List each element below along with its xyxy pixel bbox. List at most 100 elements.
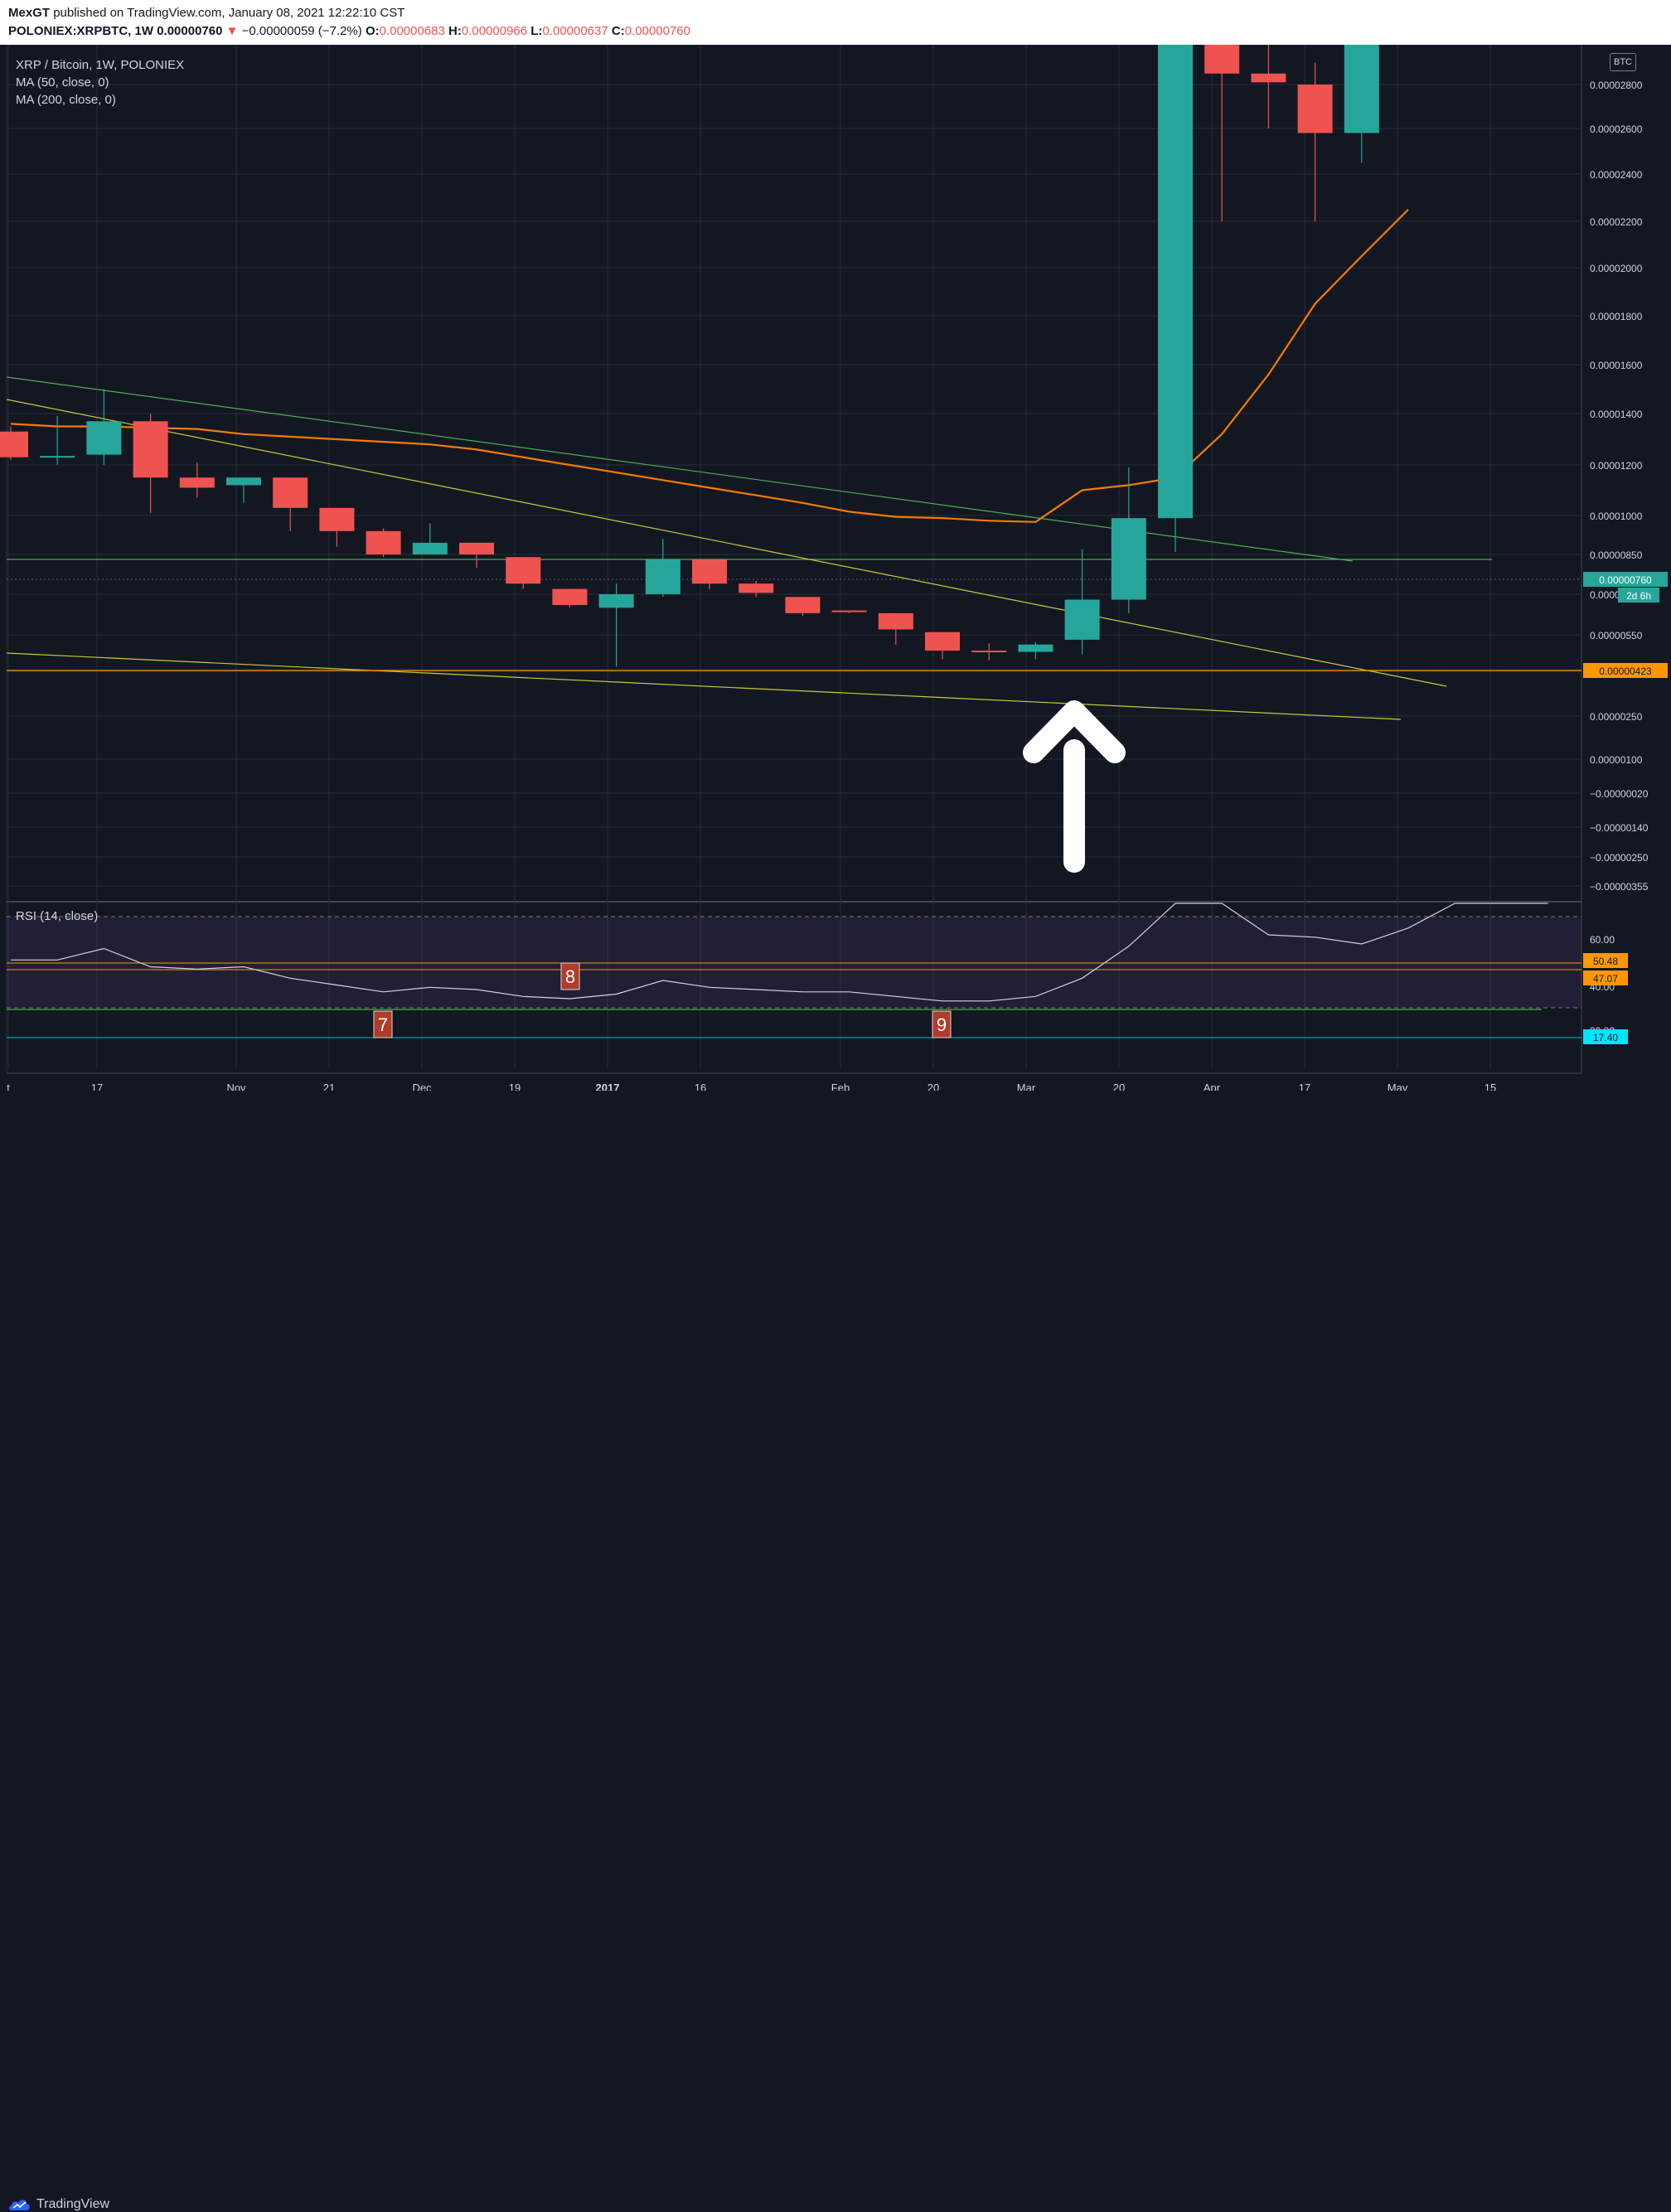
candle-down [739, 583, 774, 593]
candle-up [598, 594, 634, 608]
x-tick-label: 17 [91, 1082, 103, 1091]
y-tick-label: 0.00002800 [1590, 80, 1643, 91]
y-tick-label: 0.00001200 [1590, 460, 1643, 472]
candle-down [273, 477, 308, 508]
tradingview-logo[interactable]: TradingView [8, 2197, 109, 2212]
x-tick-label: 15 [1485, 1082, 1496, 1091]
rsi-band [7, 917, 1581, 1008]
candle-down [459, 542, 494, 554]
x-tick-label: t [7, 1082, 10, 1091]
candle-up [1111, 518, 1146, 600]
x-tick-label: Apr [1204, 1082, 1221, 1091]
candle-up [645, 559, 681, 594]
sequential-count-marker-bg [560, 962, 580, 990]
tradingview-cloud-icon [9, 2200, 30, 2210]
legend-ma50[interactable]: MA (50, close, 0) [16, 75, 109, 90]
candle-up [226, 477, 261, 486]
rsi-y-tick-label: 60.00 [1590, 934, 1615, 946]
countdown-tag-bg [1618, 588, 1659, 603]
rsi-tag-cyan-bg [1583, 1029, 1628, 1044]
last-price-tag-bg [1583, 572, 1668, 587]
footer-brand: TradingView [36, 2197, 110, 2211]
x-tick-label: Feb [831, 1082, 850, 1091]
y-tick-label: 0.00000850 [1590, 549, 1643, 561]
published-text: published on TradingView.com, January 08… [53, 6, 405, 20]
candle-up [1064, 599, 1100, 640]
y-tick-label: 0.00001800 [1590, 311, 1643, 322]
sequential-count-marker-bg [373, 1010, 393, 1038]
last-price-tag: 0.00000760 [1599, 574, 1652, 586]
low-value: 0.00000637 [542, 24, 608, 38]
support-price-tag-bg [1583, 663, 1668, 678]
support-price-tag: 0.00000423 [1599, 666, 1652, 677]
candle-down [506, 557, 541, 584]
x-tick-label: Mar [1017, 1082, 1036, 1091]
x-tick-label: 17 [1299, 1082, 1310, 1091]
y-tick-label: −0.00000020 [1590, 788, 1649, 800]
high-label: H: [448, 24, 462, 38]
close-label: C: [611, 24, 625, 38]
candle-down [1204, 45, 1240, 74]
footer: TradingView [0, 1091, 1671, 2211]
candle-down [878, 612, 913, 630]
candle-down [831, 610, 867, 612]
y-tick-label: 0.00001600 [1590, 360, 1643, 371]
countdown-tag: 2d 6h [1626, 590, 1651, 602]
x-tick-label: 21 [323, 1082, 335, 1091]
x-tick-label: Dec [412, 1082, 432, 1091]
open-label: O: [365, 24, 380, 38]
high-value: 0.00000966 [461, 24, 528, 38]
candle-down [1297, 85, 1333, 133]
price-chart[interactable]: 0.00002800 0.00002600 0.00002400 0.00002200… [0, 45, 1671, 1091]
y-tick-label: −0.00000250 [1590, 852, 1649, 864]
x-tick-label: May [1388, 1082, 1408, 1091]
candle-down [971, 651, 1007, 653]
candle-down [319, 507, 355, 531]
candle-up [1344, 45, 1379, 133]
x-tick-label: 20 [1113, 1082, 1125, 1091]
rsi-tag-upper-bg [1583, 953, 1628, 968]
chart-legend: XRP / Bitcoin, 1W, POLONIEX MA (50, clos… [16, 56, 184, 109]
candle-down [179, 477, 215, 488]
candle-down [692, 559, 727, 584]
y-tick-label: 0.00000550 [1590, 630, 1643, 641]
candle-down [552, 588, 588, 606]
rsi-legend[interactable]: RSI (14, close) [16, 909, 99, 923]
rsi-tag-lower: 47.07 [1593, 973, 1618, 985]
sequential-count-marker: 9 [937, 1014, 947, 1035]
low-label: L: [530, 24, 543, 38]
x-tick-label: 20 [928, 1082, 939, 1091]
y-tick-label: 0.00002400 [1590, 169, 1643, 181]
long-trendline-yellow [6, 652, 1402, 720]
x-tick-label: Nov [226, 1082, 246, 1091]
last-price: 0.00000760 [157, 24, 223, 38]
candle-down [366, 530, 401, 554]
rsi-tag-upper: 50.48 [1593, 956, 1618, 967]
currency-badge[interactable]: BTC [1610, 53, 1636, 71]
x-tick-label: 19 [509, 1082, 521, 1091]
candle-down [0, 431, 28, 457]
open-value: 0.00000683 [379, 24, 445, 38]
candle-down [925, 632, 960, 651]
legend-title[interactable]: XRP / Bitcoin, 1W, POLONIEX [16, 58, 185, 72]
candle-up [1158, 45, 1193, 519]
rsi-line [11, 903, 1548, 1002]
y-tick-label: −0.00000355 [1590, 881, 1649, 893]
rsi-tag-lower-bg [1583, 970, 1628, 985]
rsi-tag-cyan: 17.40 [1593, 1032, 1618, 1043]
publisher-name[interactable]: MexGT [8, 6, 51, 20]
x-tick-label: 16 [695, 1082, 706, 1091]
ma-line [10, 209, 1409, 523]
candle-up [86, 421, 122, 455]
legend-ma200[interactable]: MA (200, close, 0) [16, 93, 116, 107]
up-arrow-icon [1023, 700, 1126, 873]
candle-down [1251, 73, 1286, 83]
y-tick-label: 0.00001000 [1590, 511, 1643, 522]
publish-header: MexGT published on TradingView.com, Janu… [0, 0, 1671, 45]
sequential-count-marker: 7 [378, 1014, 388, 1035]
sequential-count-marker-bg [932, 1010, 952, 1038]
candle-up [40, 456, 75, 458]
x-tick-label: 2017 [596, 1082, 620, 1091]
down-triangle-icon: ▼ [225, 24, 239, 38]
publish-line: MexGT published on TradingView.com, Janu… [8, 6, 404, 20]
